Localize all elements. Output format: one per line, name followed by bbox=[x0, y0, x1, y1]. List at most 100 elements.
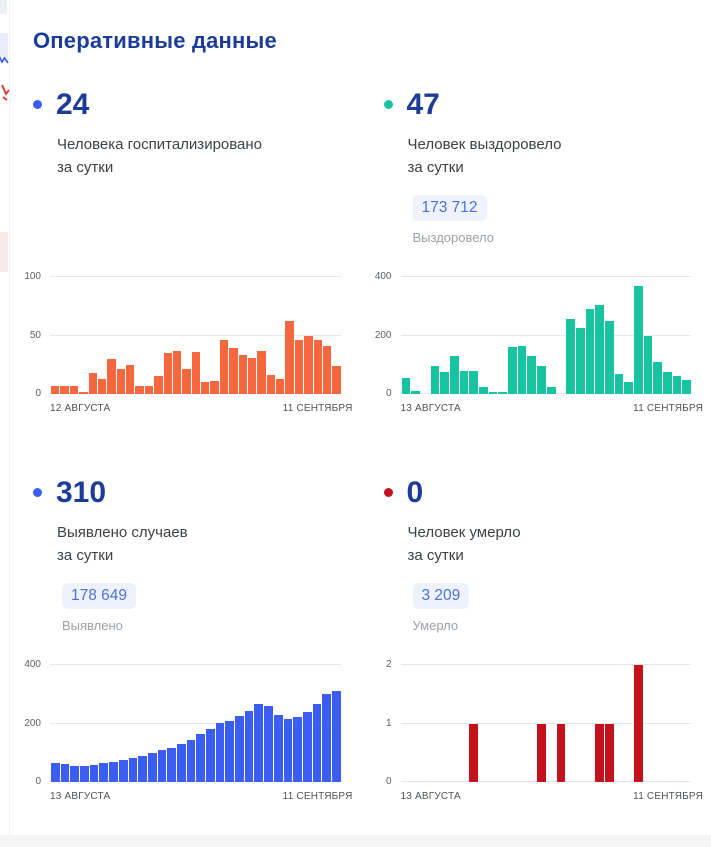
plot-area bbox=[400, 276, 692, 394]
sparkline-fragment-icon bbox=[0, 56, 9, 64]
trend-arrow-fragment-icon bbox=[0, 84, 10, 102]
bars-group bbox=[51, 277, 341, 394]
x-end-label: 11 СЕНТЯБРЯ bbox=[282, 791, 353, 802]
chart-bar bbox=[80, 765, 89, 782]
y-axis-labels: 0 200 400 bbox=[20, 660, 50, 787]
chart-bar bbox=[254, 703, 264, 782]
chart-bar bbox=[595, 723, 604, 782]
bars-group bbox=[402, 665, 692, 782]
adjacent-header-band bbox=[0, 0, 7, 14]
x-start-label: 12 АВГУСТА bbox=[50, 403, 111, 414]
chart-bar bbox=[575, 327, 585, 394]
chart-bar bbox=[244, 710, 254, 782]
chart-bar bbox=[99, 763, 109, 782]
chart-bar bbox=[546, 386, 556, 394]
chart-bar bbox=[128, 758, 138, 782]
chart-bar bbox=[604, 320, 614, 394]
chart-bar bbox=[304, 335, 313, 394]
total-badge: 173 712 bbox=[412, 195, 487, 221]
total-block: 3 209 Умерло bbox=[412, 583, 700, 643]
stat-dot-red bbox=[383, 487, 393, 497]
x-start-label: 13 АВГУСТА bbox=[50, 791, 111, 802]
chart-bar bbox=[144, 385, 154, 394]
chart-bar bbox=[634, 665, 643, 782]
stat-description: Человек умерло за сутки bbox=[407, 524, 521, 564]
chart-bar bbox=[313, 340, 322, 394]
chart-bar bbox=[60, 385, 69, 394]
stats-grid: 24 Человека госпитализировано за сутки 0… bbox=[20, 86, 702, 803]
stat-dot-blue bbox=[33, 99, 42, 109]
page-background-strip bbox=[0, 835, 711, 847]
chart-bar bbox=[322, 694, 331, 782]
y-axis-labels: 0 1 2 bbox=[371, 660, 401, 787]
y-tick-label: 50 bbox=[29, 329, 41, 341]
chart-bar bbox=[186, 740, 196, 782]
x-end-label: 11 СЕНТЯБРЯ bbox=[282, 403, 353, 414]
chart-bar bbox=[69, 385, 79, 394]
gridline bbox=[400, 664, 691, 665]
x-axis-labels: 13 АВГУСТА 11 СЕНТЯБРЯ bbox=[401, 403, 704, 414]
x-axis-labels: 13 АВГУСТА 11 СЕНТЯБРЯ bbox=[401, 791, 704, 802]
bar-chart-hospitalized: 0 50 100 12 АВГУСТА 11 СЕНТЯБРЯ bbox=[20, 272, 352, 415]
chart-bar bbox=[283, 718, 293, 782]
chart-bar bbox=[60, 764, 70, 782]
chart-bar bbox=[107, 358, 116, 394]
chart-bar bbox=[293, 717, 302, 782]
stat-value: 47 bbox=[406, 87, 440, 121]
chart-bar bbox=[498, 392, 508, 394]
gridline bbox=[50, 334, 341, 336]
adjacent-highlight-band-blue bbox=[0, 33, 9, 64]
total-label: Выздоровело bbox=[412, 230, 495, 245]
chart-bar bbox=[79, 391, 88, 394]
chart-bar bbox=[118, 759, 128, 782]
chart-bar bbox=[527, 355, 537, 394]
y-tick-label: 0 bbox=[385, 388, 392, 399]
gridline bbox=[50, 722, 341, 724]
chart-bar bbox=[229, 348, 238, 394]
chart-bar bbox=[440, 372, 449, 394]
chart-bar bbox=[172, 350, 182, 394]
chart-bar bbox=[653, 361, 663, 394]
chart-bar bbox=[51, 762, 60, 782]
y-tick-label: 100 bbox=[24, 271, 41, 282]
chart-bar bbox=[459, 370, 469, 394]
chart-bar bbox=[154, 376, 163, 394]
bar-chart-detected: 0 200 400 13 АВГУСТА 11 СЕНТЯБРЯ bbox=[20, 660, 352, 803]
y-tick-label: 1 bbox=[385, 717, 392, 729]
chart-bar bbox=[585, 308, 595, 394]
chart-bar bbox=[604, 723, 614, 782]
y-tick-label: 2 bbox=[385, 659, 392, 670]
chart-bar bbox=[210, 381, 219, 394]
chart-bar bbox=[595, 304, 604, 394]
chart-bar bbox=[634, 285, 643, 394]
chart-bar bbox=[566, 318, 575, 394]
stat-description: Выявлено случаев за сутки bbox=[57, 524, 188, 564]
chart-bar bbox=[285, 321, 294, 394]
chart-bar bbox=[273, 715, 283, 782]
gridline bbox=[400, 722, 691, 724]
total-block: 173 712 Выздоровело bbox=[412, 195, 700, 255]
chart-bar bbox=[294, 340, 304, 394]
chart-bar bbox=[191, 351, 200, 394]
chart-bar bbox=[196, 734, 205, 782]
chart-bar bbox=[643, 336, 653, 394]
chart-bar bbox=[469, 371, 478, 394]
chart-bar bbox=[614, 373, 624, 394]
adjacent-highlight-band-pink bbox=[0, 232, 8, 272]
chart-bar bbox=[206, 728, 215, 782]
total-block: 178 649 Выявлено bbox=[62, 583, 349, 643]
chart-bar bbox=[302, 712, 312, 782]
x-end-label: 11 СЕНТЯБРЯ bbox=[633, 403, 703, 414]
chart-bar bbox=[89, 765, 99, 782]
chart-bar bbox=[479, 386, 488, 394]
chart-bar bbox=[257, 350, 266, 394]
stat-description: Человек выздоровело за сутки bbox=[407, 136, 562, 176]
chart-bar bbox=[70, 766, 80, 782]
y-tick-label: 0 bbox=[35, 776, 41, 787]
bars-group bbox=[401, 277, 692, 394]
stat-card-detected: 310 Выявлено случаев за сутки 178 649 Вы… bbox=[20, 474, 352, 803]
bars-group bbox=[51, 665, 341, 782]
stat-description: Человека госпитализировано за сутки bbox=[57, 136, 263, 176]
plot-area bbox=[50, 276, 341, 394]
chart-bar bbox=[556, 723, 566, 782]
